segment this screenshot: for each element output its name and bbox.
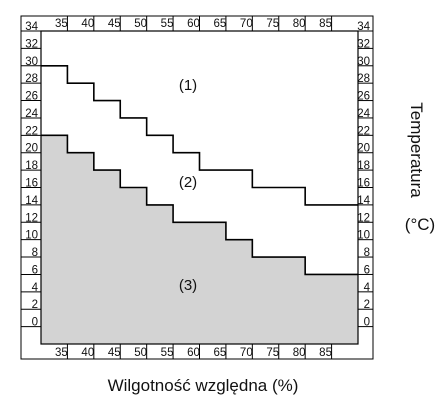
x-tick-label-top: 60	[187, 18, 200, 30]
region-label-1: (1)	[179, 77, 197, 94]
y-tick-label-left: 0	[32, 317, 38, 329]
y-tick-label-right: 8	[364, 247, 370, 259]
boundary-lines	[41, 64, 358, 276]
y-tick-label-left: 28	[25, 73, 38, 85]
y-tick-label-right: 2	[364, 299, 370, 311]
tick-labels: 3535404045455050555560606565707075758080…	[25, 18, 370, 359]
x-tick-label-bottom: 55	[161, 347, 174, 359]
lower-boundary-line	[41, 134, 358, 276]
x-tick-label-bottom: 80	[293, 347, 306, 359]
upper-boundary-line	[41, 64, 358, 206]
y-tick-label-left: 2	[32, 299, 38, 311]
x-tick-label-top: 50	[134, 18, 147, 30]
chart-frame	[20, 15, 374, 360]
y-tick-label-left: 6	[32, 264, 38, 276]
x-tick-label-bottom: 75	[266, 347, 279, 359]
y-tick-label-left: 12	[25, 212, 38, 224]
y-tick-label-right: 10	[357, 230, 370, 242]
y-tick-label-right: 12	[357, 212, 370, 224]
y-tick-label-left: 34	[25, 21, 38, 33]
tick-grid	[21, 16, 373, 359]
x-tick-label-top: 85	[319, 18, 332, 30]
y-tick-label-left: 26	[25, 91, 38, 103]
x-tick-label-bottom: 40	[81, 347, 94, 359]
y-tick-label-left: 32	[25, 38, 38, 50]
y-tick-label-right: 4	[364, 282, 371, 294]
x-tick-label-top: 45	[108, 18, 121, 30]
y-tick-label-right: 18	[357, 160, 370, 172]
x-tick-label-top: 70	[240, 18, 253, 30]
y-tick-label-left: 30	[25, 56, 38, 68]
y-tick-label-left: 8	[32, 247, 38, 259]
x-tick-label-bottom: 45	[108, 347, 121, 359]
y-tick-label-right: 20	[357, 143, 370, 155]
x-tick-label-bottom: 65	[214, 347, 227, 359]
y-tick-label-right: 26	[357, 91, 370, 103]
y-tick-label-left: 20	[25, 143, 38, 155]
plot-frame	[40, 30, 359, 345]
x-tick-label-top: 80	[293, 18, 306, 30]
x-tick-label-top: 55	[161, 18, 174, 30]
y-tick-label-right: 30	[357, 56, 370, 68]
y-tick-label-left: 24	[25, 108, 38, 120]
region-label-2: (2)	[179, 174, 197, 191]
y-tick-label-left: 16	[25, 178, 38, 190]
x-tick-label-top: 75	[266, 18, 279, 30]
x-tick-label-top: 40	[81, 18, 94, 30]
outer-frame	[20, 15, 374, 360]
x-tick-label-bottom: 70	[240, 347, 253, 359]
y-tick-label-right: 16	[357, 178, 370, 190]
x-tick-label-bottom: 85	[319, 347, 332, 359]
y-tick-label-right: 24	[357, 108, 370, 120]
y-tick-label-right: 32	[357, 38, 370, 50]
y-tick-label-right: 0	[364, 317, 370, 329]
x-axis-title: Wilgotność względna (%)	[108, 376, 299, 395]
y-tick-label-right: 14	[357, 195, 370, 207]
y-tick-label-left: 18	[25, 160, 38, 172]
y-tick-label-left: 4	[32, 282, 39, 294]
x-tick-label-top: 35	[55, 18, 68, 30]
x-tick-label-bottom: 60	[187, 347, 200, 359]
x-tick-label-bottom: 35	[55, 347, 68, 359]
y-tick-label-left: 14	[25, 195, 38, 207]
y-axis-unit: (°C)	[405, 215, 435, 234]
y-tick-label-left: 22	[25, 125, 38, 137]
y-tick-label-right: 34	[357, 21, 370, 33]
x-tick-label-bottom: 50	[134, 347, 147, 359]
y-tick-label-right: 28	[357, 73, 370, 85]
y-axis-title: Temperatura	[407, 102, 426, 198]
x-tick-label-top: 65	[214, 18, 227, 30]
y-tick-label-right: 6	[364, 264, 370, 276]
region-label-3: (3)	[179, 277, 197, 294]
y-tick-label-left: 10	[25, 230, 38, 242]
y-tick-label-right: 22	[357, 125, 370, 137]
